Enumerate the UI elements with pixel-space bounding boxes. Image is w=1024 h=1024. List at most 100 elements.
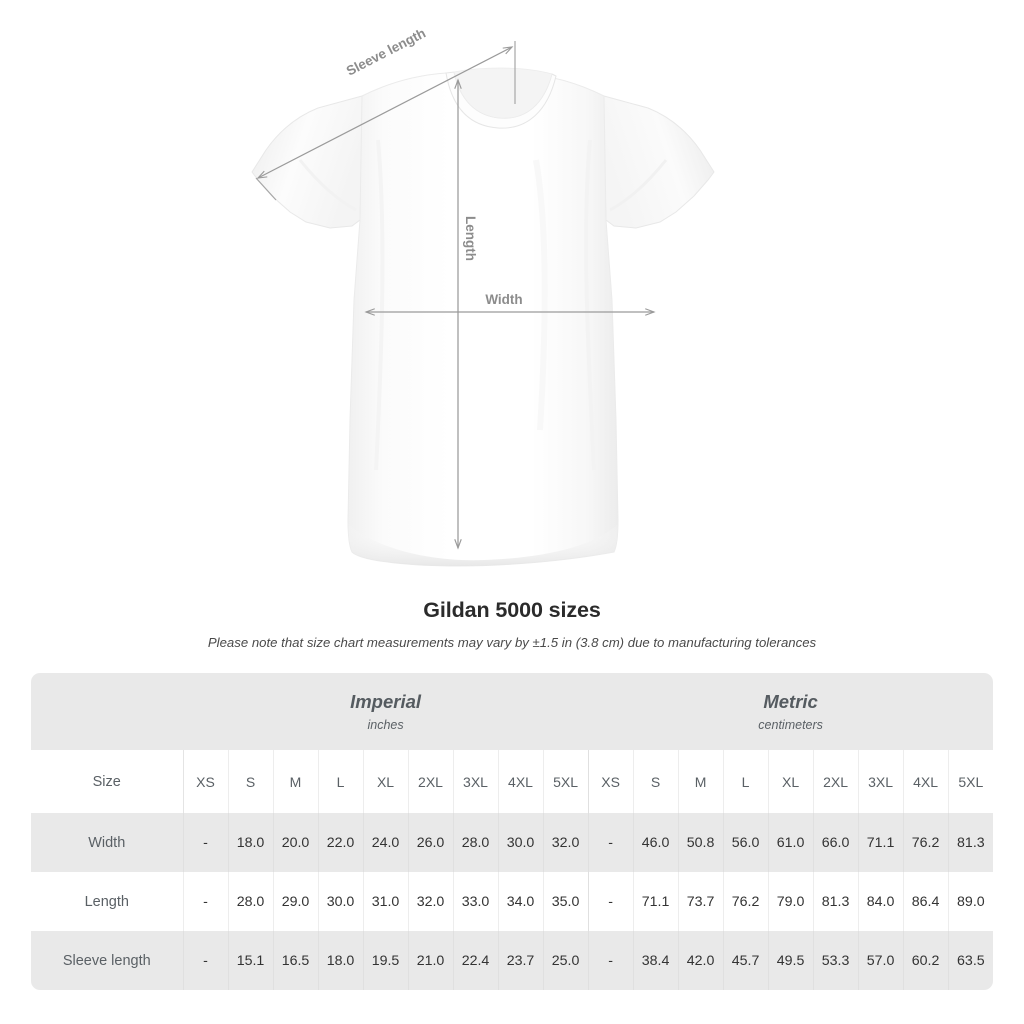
size-header-metric-m: M <box>678 750 724 813</box>
size-header-metric-3xl: 3XL <box>858 750 904 813</box>
tshirt-body <box>347 72 619 567</box>
size-header-imperial-2xl: 2XL <box>408 750 454 813</box>
cell-metric-xs: - <box>588 813 634 872</box>
cell-imperial-m: 20.0 <box>273 813 319 872</box>
cell-imperial-4xl: 34.0 <box>498 872 544 931</box>
cell-metric-l: 76.2 <box>723 872 769 931</box>
row-label: Width <box>31 813 184 872</box>
page-title: Gildan 5000 sizes <box>423 598 601 622</box>
tshirt-garment-illustration <box>251 67 715 567</box>
cell-metric-xs: - <box>588 931 634 990</box>
cell-imperial-5xl: 32.0 <box>543 813 589 872</box>
cell-metric-4xl: 60.2 <box>903 931 949 990</box>
chart-heading-block: Gildan 5000 sizes Please note that size … <box>0 596 1024 654</box>
group-unit: centimeters <box>758 717 823 732</box>
cell-imperial-4xl: 23.7 <box>498 931 544 990</box>
cell-metric-l: 56.0 <box>723 813 769 872</box>
cell-imperial-l: 30.0 <box>318 872 364 931</box>
size-header-metric-xs: XS <box>588 750 634 813</box>
cell-metric-5xl: 63.5 <box>948 931 994 990</box>
cell-metric-m: 50.8 <box>678 813 724 872</box>
group-name: Metric <box>763 690 818 712</box>
size-header-imperial-xl: XL <box>363 750 409 813</box>
cell-metric-2xl: 81.3 <box>813 872 859 931</box>
size-header-metric-l: L <box>723 750 769 813</box>
cell-imperial-s: 15.1 <box>228 931 274 990</box>
size-header-metric-xl: XL <box>768 750 814 813</box>
cell-imperial-3xl: 33.0 <box>453 872 499 931</box>
cell-imperial-m: 16.5 <box>273 931 319 990</box>
group-header-imperial: Imperial inches <box>183 673 589 750</box>
tshirt-measurement-diagram: Sleeve length Length Width <box>251 25 715 567</box>
cell-imperial-xs: - <box>183 931 229 990</box>
size-header-imperial-s: S <box>228 750 274 813</box>
cell-imperial-l: 22.0 <box>318 813 364 872</box>
table-size-header-row: Size XS S M L XL 2XL 3XL 4XL 5XL XS S M L XL 2XL 3XL 4XL 5… <box>31 750 994 813</box>
cell-metric-xl: 49.5 <box>768 931 814 990</box>
size-header-imperial-5xl: 5XL <box>543 750 589 813</box>
group-unit: inches <box>367 717 404 732</box>
cell-imperial-2xl: 32.0 <box>408 872 454 931</box>
cell-imperial-s: 18.0 <box>228 813 274 872</box>
fabric-fold-right <box>584 139 596 471</box>
tshirt-right-sleeve <box>603 95 715 229</box>
sleeve-length-dimension-line <box>256 46 514 179</box>
cell-metric-s: 71.1 <box>633 872 679 931</box>
group-header-spacer <box>31 673 183 750</box>
group-name: Imperial <box>350 690 422 712</box>
cell-metric-l: 45.7 <box>723 931 769 990</box>
cell-imperial-5xl: 25.0 <box>543 931 589 990</box>
cell-metric-m: 73.7 <box>678 872 724 931</box>
size-header-metric-2xl: 2XL <box>813 750 859 813</box>
cell-metric-4xl: 86.4 <box>903 872 949 931</box>
cell-imperial-m: 29.0 <box>273 872 319 931</box>
row-label: Length <box>31 872 184 931</box>
cell-imperial-5xl: 35.0 <box>543 872 589 931</box>
cell-imperial-4xl: 30.0 <box>498 813 544 872</box>
cell-imperial-s: 28.0 <box>228 872 274 931</box>
cell-metric-3xl: 57.0 <box>858 931 904 990</box>
size-chart-table-container: Imperial inches Metric centimeters Size XS S M L… <box>31 673 994 990</box>
cell-imperial-3xl: 28.0 <box>453 813 499 872</box>
cell-imperial-2xl: 26.0 <box>408 813 454 872</box>
cell-imperial-xs: - <box>183 872 229 931</box>
cell-imperial-3xl: 22.4 <box>453 931 499 990</box>
width-label: Width <box>485 292 522 307</box>
table-group-header-row: Imperial inches Metric centimeters <box>31 673 994 750</box>
cell-metric-5xl: 81.3 <box>948 813 994 872</box>
cell-imperial-l: 18.0 <box>318 931 364 990</box>
cell-imperial-2xl: 21.0 <box>408 931 454 990</box>
cell-metric-2xl: 53.3 <box>813 931 859 990</box>
size-header-imperial-4xl: 4XL <box>498 750 544 813</box>
size-header-metric-5xl: 5XL <box>948 750 994 813</box>
cell-imperial-xl: 31.0 <box>363 872 409 931</box>
sleeve-length-label: Sleeve length <box>344 25 428 78</box>
sleeve-length-tick-bottom <box>255 177 277 201</box>
width-annotation: Width <box>364 292 656 316</box>
cell-metric-xs: - <box>588 872 634 931</box>
cell-imperial-xs: - <box>183 813 229 872</box>
size-header-imperial-l: L <box>318 750 364 813</box>
cell-metric-m: 42.0 <box>678 931 724 990</box>
cell-metric-s: 38.4 <box>633 931 679 990</box>
size-header-imperial-xs: XS <box>183 750 229 813</box>
group-header-metric: Metric centimeters <box>588 673 994 750</box>
row-label: Sleeve length <box>31 931 184 990</box>
cell-metric-2xl: 66.0 <box>813 813 859 872</box>
cell-metric-xl: 61.0 <box>768 813 814 872</box>
fabric-fold-center <box>533 159 548 431</box>
tshirt-hem-shadow <box>348 520 618 566</box>
cell-metric-xl: 79.0 <box>768 872 814 931</box>
size-chart-table: Imperial inches Metric centimeters Size XS S M L… <box>31 673 994 990</box>
cell-metric-3xl: 84.0 <box>858 872 904 931</box>
cell-metric-5xl: 89.0 <box>948 872 994 931</box>
size-header-imperial-3xl: 3XL <box>453 750 499 813</box>
cell-imperial-xl: 19.5 <box>363 931 409 990</box>
size-header-metric-s: S <box>633 750 679 813</box>
table-row: Sleeve length -15.1 16.5 18.0 19.5 21.0 22.4 23… <box>31 931 994 990</box>
tolerance-note: Please note that size chart measurements… <box>207 635 817 650</box>
size-header-metric-4xl: 4XL <box>903 750 949 813</box>
cell-metric-3xl: 71.1 <box>858 813 904 872</box>
length-label: Length <box>463 216 478 261</box>
size-column-header: Size <box>31 750 184 813</box>
